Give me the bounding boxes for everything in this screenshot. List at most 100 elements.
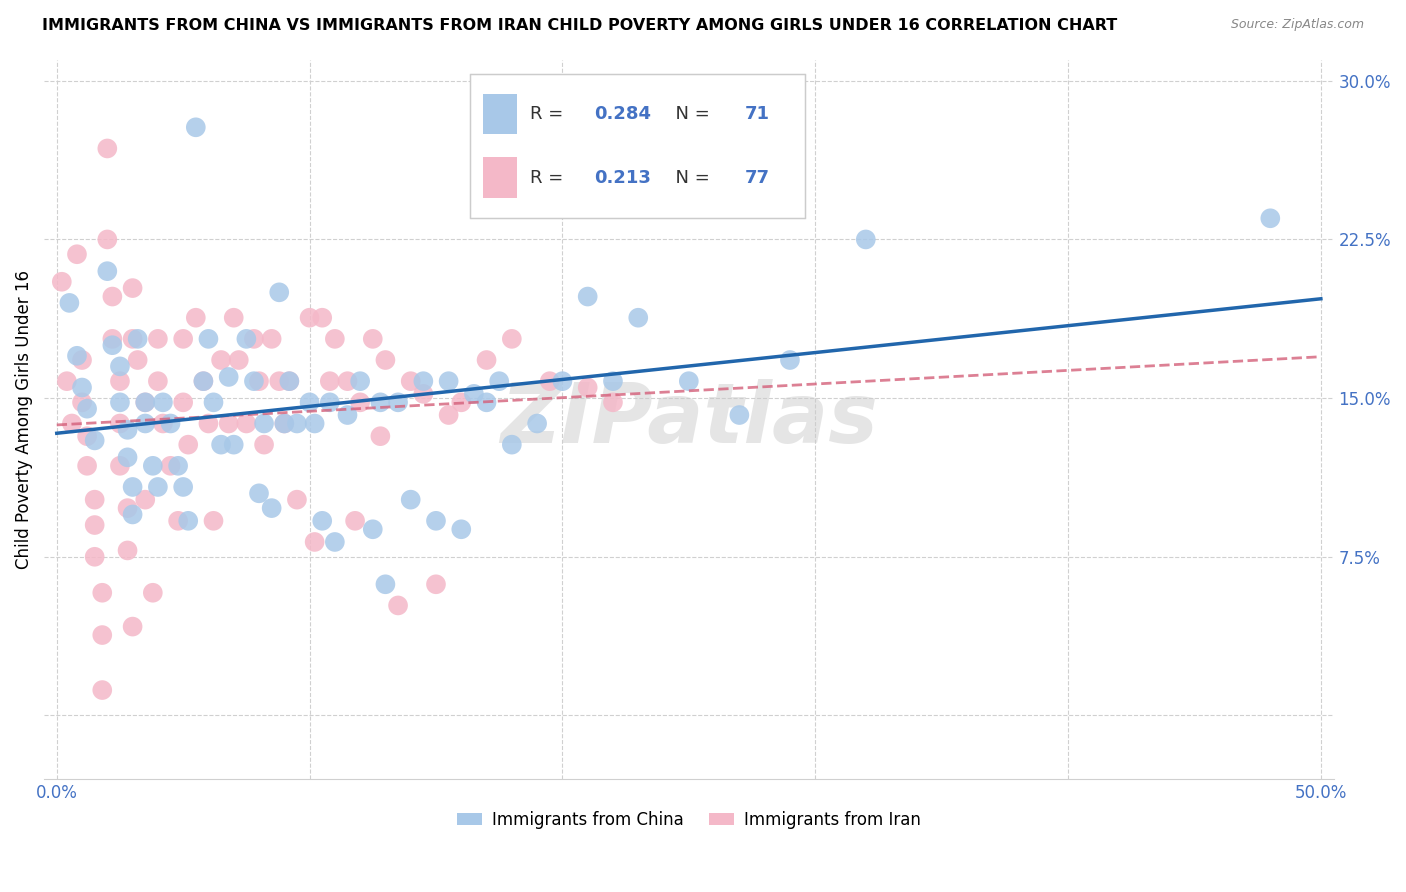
Point xyxy=(218,417,240,431)
Point xyxy=(602,374,624,388)
Point xyxy=(121,619,143,633)
Point xyxy=(298,395,321,409)
Point xyxy=(488,374,510,388)
Point xyxy=(779,353,801,368)
Point xyxy=(167,514,190,528)
Point xyxy=(96,141,118,155)
Point xyxy=(218,370,240,384)
Point xyxy=(253,417,276,431)
Point xyxy=(197,417,219,431)
Point xyxy=(273,417,295,431)
Point xyxy=(66,247,89,261)
Point xyxy=(538,374,561,388)
Point xyxy=(412,374,434,388)
Point xyxy=(197,332,219,346)
Point xyxy=(152,395,174,409)
Point xyxy=(56,374,79,388)
Point xyxy=(387,599,409,613)
Text: IMMIGRANTS FROM CHINA VS IMMIGRANTS FROM IRAN CHILD POVERTY AMONG GIRLS UNDER 16: IMMIGRANTS FROM CHINA VS IMMIGRANTS FROM… xyxy=(42,18,1118,33)
Point xyxy=(83,549,105,564)
Point xyxy=(134,395,156,409)
Point xyxy=(228,353,250,368)
Point xyxy=(627,310,650,325)
Point xyxy=(323,332,346,346)
Point xyxy=(222,310,245,325)
Point xyxy=(278,374,301,388)
Point xyxy=(247,374,270,388)
Legend: Immigrants from China, Immigrants from Iran: Immigrants from China, Immigrants from I… xyxy=(450,804,928,835)
Point xyxy=(235,417,257,431)
Point xyxy=(83,492,105,507)
Point xyxy=(117,501,139,516)
Point xyxy=(370,395,392,409)
Point xyxy=(501,332,523,346)
Point xyxy=(96,232,118,246)
Point xyxy=(336,374,359,388)
Point xyxy=(127,332,149,346)
Point xyxy=(193,374,215,388)
Point xyxy=(285,417,308,431)
Point xyxy=(728,408,751,422)
Point xyxy=(501,437,523,451)
Point xyxy=(269,285,291,300)
Point xyxy=(108,359,131,374)
Point xyxy=(76,429,98,443)
Point xyxy=(134,417,156,431)
Point xyxy=(101,338,124,352)
Point xyxy=(60,417,83,431)
Point xyxy=(209,353,232,368)
Point xyxy=(202,514,225,528)
Point xyxy=(121,332,143,346)
Point xyxy=(374,577,396,591)
Point xyxy=(269,374,291,388)
Point xyxy=(117,543,139,558)
Point xyxy=(243,374,266,388)
Point xyxy=(142,458,165,473)
Point xyxy=(399,492,422,507)
Point xyxy=(387,395,409,409)
Point xyxy=(76,401,98,416)
Point xyxy=(311,310,333,325)
Point xyxy=(70,380,93,394)
Point xyxy=(70,353,93,368)
Point xyxy=(91,628,114,642)
Point xyxy=(58,296,80,310)
Point xyxy=(361,332,384,346)
Point xyxy=(311,514,333,528)
Point xyxy=(260,332,283,346)
Point xyxy=(83,518,105,533)
Point xyxy=(172,332,194,346)
Point xyxy=(463,387,485,401)
Point xyxy=(184,120,207,135)
Point xyxy=(336,408,359,422)
Point xyxy=(319,395,342,409)
Point xyxy=(91,586,114,600)
Point xyxy=(298,310,321,325)
Point xyxy=(855,232,877,246)
Point xyxy=(134,492,156,507)
Point xyxy=(96,264,118,278)
Point xyxy=(172,480,194,494)
Point xyxy=(76,458,98,473)
Point xyxy=(652,184,675,198)
Point xyxy=(526,417,548,431)
Point xyxy=(243,332,266,346)
Point xyxy=(91,683,114,698)
Text: Source: ZipAtlas.com: Source: ZipAtlas.com xyxy=(1230,18,1364,31)
Point xyxy=(349,395,371,409)
Point xyxy=(361,522,384,536)
Point xyxy=(247,486,270,500)
Point xyxy=(108,417,131,431)
Point xyxy=(602,395,624,409)
Point xyxy=(374,353,396,368)
Point xyxy=(134,395,156,409)
Point xyxy=(117,450,139,465)
Point xyxy=(450,395,472,409)
Point xyxy=(285,492,308,507)
Point xyxy=(66,349,89,363)
Point xyxy=(121,508,143,522)
Point xyxy=(167,458,190,473)
Point xyxy=(222,437,245,451)
Point xyxy=(177,437,200,451)
Point xyxy=(475,395,498,409)
